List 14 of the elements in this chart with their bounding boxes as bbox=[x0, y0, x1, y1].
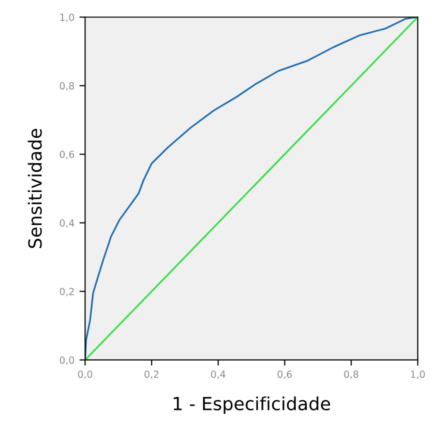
x-tick-label: 0,4 bbox=[211, 370, 226, 379]
y-axis-title: Sensitividade bbox=[28, 128, 42, 248]
y-tick-label: 0,2 bbox=[60, 288, 74, 296]
x-tick-label: 0,0 bbox=[78, 370, 92, 379]
y-tick-label: 0,4 bbox=[60, 219, 74, 228]
y-tick-label: 1,0 bbox=[60, 14, 74, 22]
x-tick-label: 0,8 bbox=[344, 370, 358, 379]
x-tick-label: 0,6 bbox=[278, 370, 292, 379]
x-tick-label: 1,0 bbox=[411, 370, 425, 379]
y-tick-label: 0,0 bbox=[60, 356, 74, 365]
x-axis-title: 1 - Especificidade bbox=[174, 396, 330, 414]
y-tick-label: 0,6 bbox=[60, 150, 74, 160]
x-tick-label: 0,2 bbox=[144, 370, 158, 379]
y-tick-label: 0,8 bbox=[60, 82, 74, 91]
